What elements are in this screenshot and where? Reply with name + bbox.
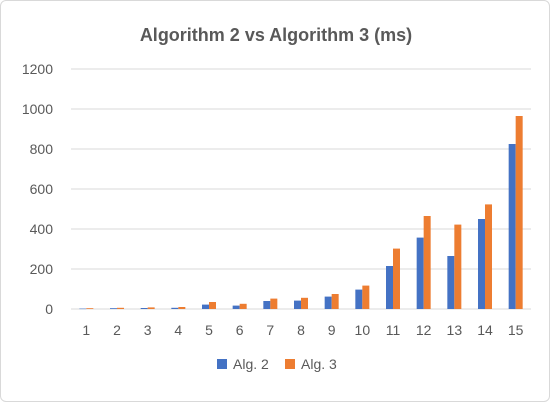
x-tick-label: 4	[174, 322, 182, 338]
bar-alg3	[331, 294, 339, 309]
bar-alg2	[232, 305, 240, 309]
bar-alg3	[178, 307, 186, 309]
bar-alg2	[263, 301, 271, 309]
bar-alg2	[110, 308, 117, 309]
y-tick-label: 1200	[22, 61, 53, 77]
bar-alg3	[239, 303, 247, 309]
bar-alg2	[294, 300, 301, 309]
bar-alg3	[117, 307, 124, 309]
bar-alg2	[478, 219, 485, 309]
bar-alg2	[416, 237, 424, 309]
bar-alg3	[423, 216, 431, 309]
legend-label: Alg. 2	[233, 356, 269, 372]
x-tick-labels: 1 2 3 4 5 6 7 8 9 10 11 12 13 14 15	[82, 322, 523, 338]
y-tick-label: 600	[30, 181, 54, 197]
bar-alg3	[270, 298, 278, 309]
chart-title: Algorithm 2 vs Algorithm 3 (ms)	[140, 25, 412, 45]
y-tick-label: 200	[30, 261, 54, 277]
x-tick-label: 13	[447, 322, 463, 338]
bar-alg2	[355, 289, 363, 309]
legend-label: Alg. 3	[301, 356, 337, 372]
bar-alg2	[140, 308, 148, 309]
bar-alg3	[362, 285, 370, 309]
x-tick-label: 1	[82, 322, 90, 338]
bar-alg3	[86, 308, 94, 309]
x-tick-label: 9	[328, 322, 336, 338]
y-tick-label: 0	[45, 301, 53, 317]
bar-alg3	[301, 297, 308, 309]
bar-alg3	[515, 116, 523, 309]
bar-alg2	[79, 308, 87, 310]
y-tick-label: 800	[30, 141, 54, 157]
bar-alg2	[447, 256, 455, 309]
y-tick-label: 1000	[22, 101, 53, 117]
x-tick-label: 3	[144, 322, 152, 338]
x-tick-label: 6	[236, 322, 244, 338]
legend: Alg. 2 Alg. 3	[217, 356, 337, 372]
bar-alg3	[147, 307, 155, 309]
legend-swatch	[217, 359, 227, 369]
bar-alg3	[485, 204, 492, 309]
y-tick-label: 400	[30, 221, 54, 237]
x-tick-label: 15	[508, 322, 524, 338]
x-tick-label: 7	[266, 322, 274, 338]
bar-alg2	[508, 144, 516, 309]
bars	[79, 116, 523, 310]
x-tick-label: 10	[355, 322, 371, 338]
legend-swatch	[285, 359, 295, 369]
y-tick-labels: 0 200 400 600 800 1000 1200	[22, 61, 53, 317]
x-tick-label: 12	[416, 322, 432, 338]
bar-alg2	[324, 296, 332, 309]
bar-alg2	[386, 266, 393, 309]
x-tick-label: 2	[113, 322, 121, 338]
x-tick-label: 8	[297, 322, 305, 338]
bar-alg3	[454, 224, 462, 309]
bar-alg2	[202, 304, 209, 309]
x-tick-label: 14	[477, 322, 493, 338]
gridlines	[71, 68, 531, 310]
bar-alg3	[209, 302, 216, 309]
bar-alg3	[393, 248, 400, 309]
bar-alg2	[171, 307, 179, 309]
x-tick-label: 11	[386, 322, 401, 338]
x-tick-label: 5	[205, 322, 213, 338]
